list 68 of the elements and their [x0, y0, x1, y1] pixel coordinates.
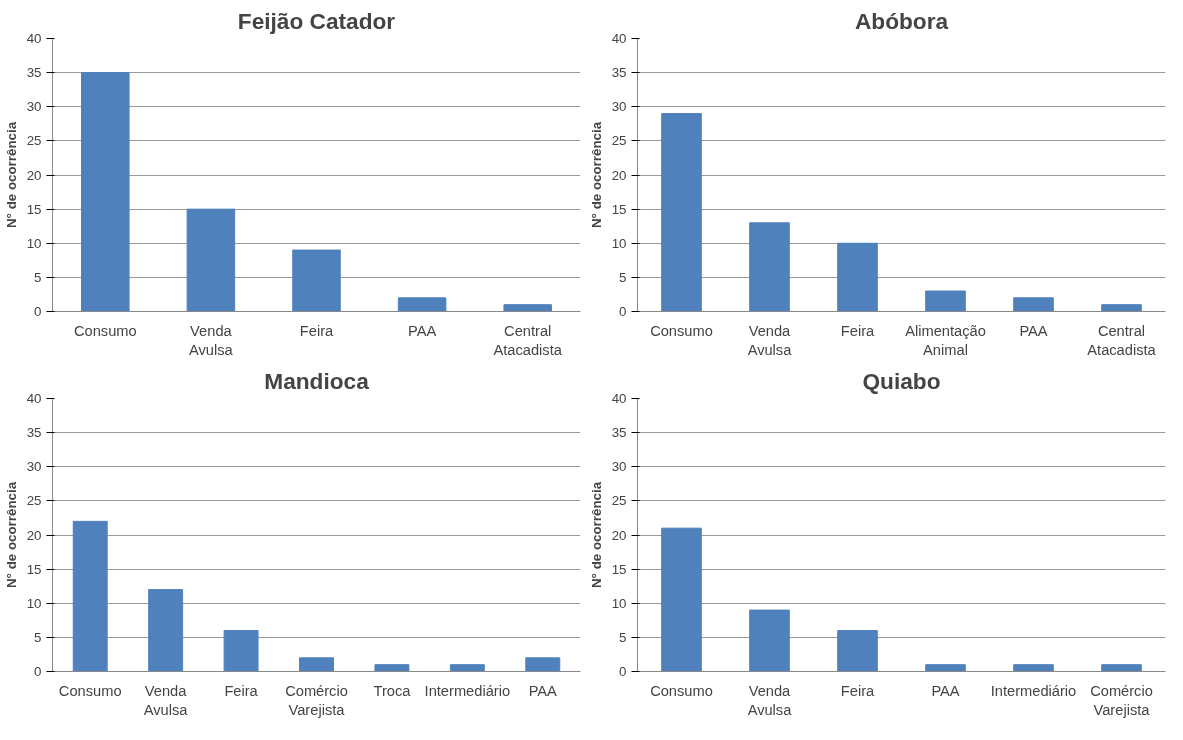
y-tick-label: 35 [611, 65, 627, 81]
x-tick-label: Venda Avulsa [189, 322, 234, 358]
y-tick-label: 5 [34, 629, 42, 645]
y-axis-title: N° de ocorrência [3, 481, 19, 589]
x-tick-label: PAA [407, 322, 437, 339]
y-tick-label: 35 [611, 425, 627, 441]
x-tick-label: PAA [528, 682, 558, 699]
chart-title: Abóbora [854, 7, 949, 34]
x-tick-label: Comércio Varejista [285, 682, 348, 718]
x-tick-label: Consumo [58, 682, 122, 699]
y-tick-label: 25 [26, 493, 42, 509]
x-tick-label: Central Atacadista [1087, 322, 1157, 358]
y-tick-label: 20 [26, 527, 42, 543]
x-tick-label: Comércio Varejista [1090, 682, 1153, 718]
y-tick-label: 40 [26, 391, 42, 406]
y-tick-label: 40 [611, 391, 627, 406]
y-tick-label: 30 [26, 99, 42, 115]
chart-title: Feijão Catador [237, 7, 396, 34]
y-axis-title: N° de ocorrência [588, 121, 604, 229]
y-tick-label: 20 [26, 167, 42, 183]
y-tick-label: 0 [619, 304, 627, 319]
chart-title: Quiabo [862, 367, 941, 394]
y-tick-label: 30 [611, 459, 627, 475]
x-tick-label: Feira [840, 682, 876, 699]
y-tick-label: 30 [26, 459, 42, 475]
y-tick-label: 25 [26, 133, 42, 149]
x-tick-label: Central Atacadista [493, 322, 563, 358]
y-tick-label: 0 [619, 664, 627, 679]
y-axis-title: N° de ocorrência [588, 481, 604, 589]
y-tick-label: 40 [26, 31, 42, 46]
x-tick-label: Alimentação Animal [905, 322, 986, 358]
y-tick-label: 25 [611, 493, 627, 509]
x-tick-label: Intermediário [424, 682, 511, 699]
y-tick-label: 30 [611, 99, 627, 115]
y-tick-label: 20 [611, 527, 627, 543]
y-tick-label: 5 [34, 269, 42, 285]
y-tick-label: 15 [26, 561, 42, 577]
x-tick-label: Feira [840, 322, 876, 339]
x-tick-label: Consumo [650, 682, 713, 699]
x-tick-label: PAA [1019, 322, 1048, 339]
y-tick-label: 10 [611, 595, 627, 611]
y-tick-label: 35 [26, 65, 42, 81]
chart-title: Mandioca [264, 367, 370, 394]
x-tick-label: Troca [373, 682, 412, 699]
x-tick-label: Consumo [650, 322, 713, 339]
x-tick-label: PAA [931, 682, 960, 699]
y-tick-label: 10 [26, 235, 42, 251]
x-tick-label: Consumo [73, 322, 137, 339]
y-tick-label: 15 [611, 201, 627, 217]
x-tick-label: Intermediário [990, 682, 1077, 699]
y-tick-label: 35 [26, 425, 42, 441]
x-tick-label: Venda Avulsa [143, 682, 189, 718]
y-tick-label: 15 [611, 561, 627, 577]
x-tick-label: Venda Avulsa [747, 322, 793, 358]
y-tick-label: 10 [26, 595, 42, 611]
x-tick-label: Venda Avulsa [747, 682, 793, 718]
y-tick-label: 10 [611, 235, 627, 251]
x-tick-label: Feira [299, 322, 335, 339]
y-tick-label: 15 [26, 201, 42, 217]
y-tick-label: 40 [611, 31, 627, 46]
y-tick-label: 20 [611, 167, 627, 183]
y-axis-title: N° de ocorrência [3, 121, 19, 229]
y-tick-label: 0 [34, 664, 42, 679]
y-tick-label: 0 [34, 304, 42, 319]
y-tick-label: 25 [611, 133, 627, 149]
y-tick-label: 5 [619, 629, 627, 645]
y-tick-label: 5 [619, 269, 627, 285]
x-tick-label: Feira [224, 682, 259, 699]
